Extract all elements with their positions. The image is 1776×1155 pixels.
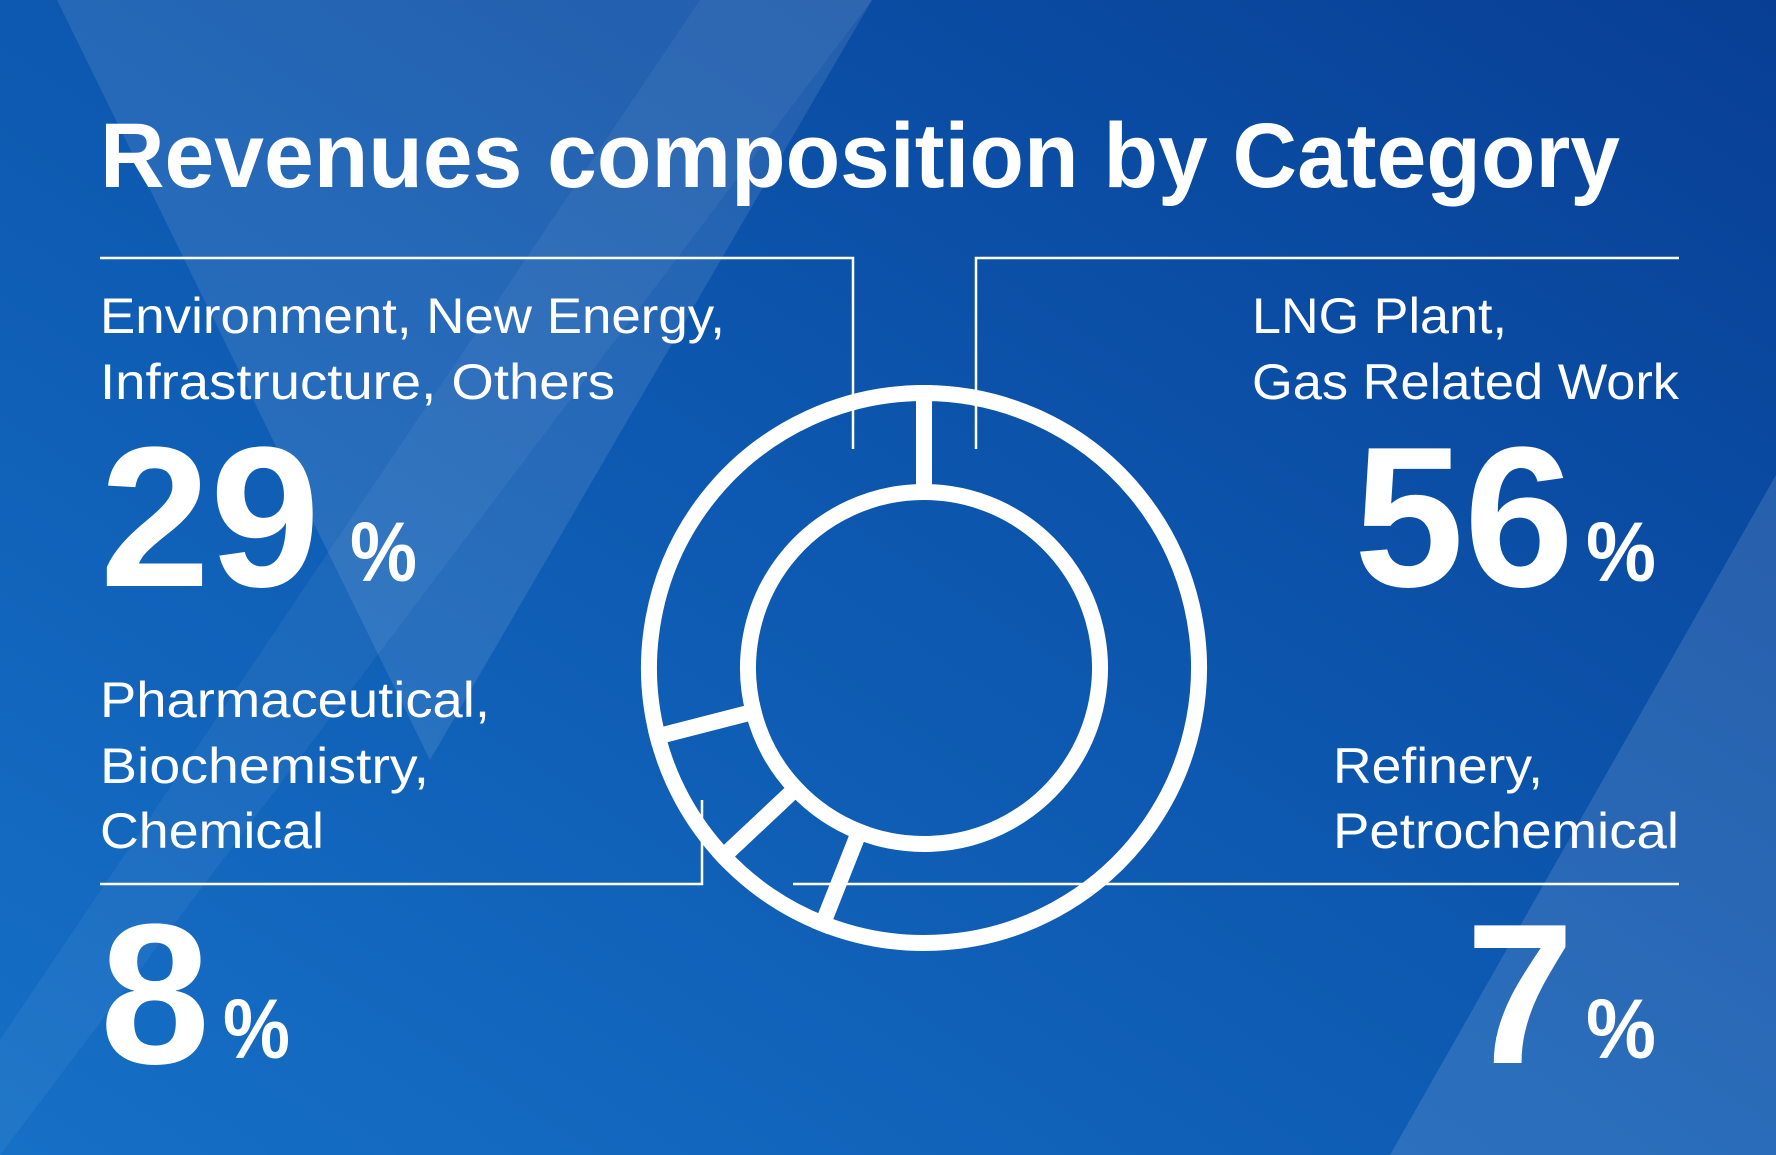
unit-refinery: % — [1586, 982, 1656, 1076]
unit-lng: % — [1586, 505, 1656, 599]
donut-chart — [641, 384, 1207, 951]
label-pharma-line1: Pharmaceutical, — [100, 672, 490, 728]
background-stripe — [0, 0, 872, 1155]
label-pharma-line3: Chemical — [100, 803, 324, 859]
label-lng-line2: Gas Related Work — [1252, 354, 1680, 410]
label-pharmaceutical: Pharmaceutical, Biochemistry, Chemical 8… — [100, 672, 490, 1106]
chart-title: Revenues composition by Category — [100, 105, 1620, 207]
label-pharma-line2: Biochemistry, — [100, 738, 429, 794]
background-triangle-right — [1390, 475, 1776, 1155]
unit-env: % — [350, 505, 417, 599]
value-env: 29 — [100, 406, 320, 629]
value-lng: 56 — [1354, 406, 1574, 629]
bracket-top-left — [100, 256, 855, 449]
label-env-line1: Environment, New Energy, — [100, 288, 725, 344]
label-refinery-line2: Petrochemical — [1333, 803, 1679, 859]
label-environment: Environment, New Energy, Infrastructure,… — [100, 288, 725, 629]
background-triangle — [57, 0, 872, 760]
label-refinery: Refinery, Petrochemical 7 % — [1333, 738, 1679, 1106]
value-pharma: 8 — [100, 883, 210, 1106]
value-refinery: 7 — [1466, 883, 1574, 1106]
donut-segment-4 — [641, 384, 932, 747]
bracket-top-right — [974, 256, 1679, 449]
unit-pharma: % — [223, 982, 290, 1076]
donut-segment-1 — [812, 384, 1207, 951]
label-env-line2: Infrastructure, Others — [100, 354, 615, 410]
label-lng: LNG Plant, Gas Related Work 56 % — [1252, 288, 1680, 629]
label-lng-line1: LNG Plant, — [1252, 288, 1507, 344]
label-refinery-line1: Refinery, — [1333, 738, 1543, 794]
